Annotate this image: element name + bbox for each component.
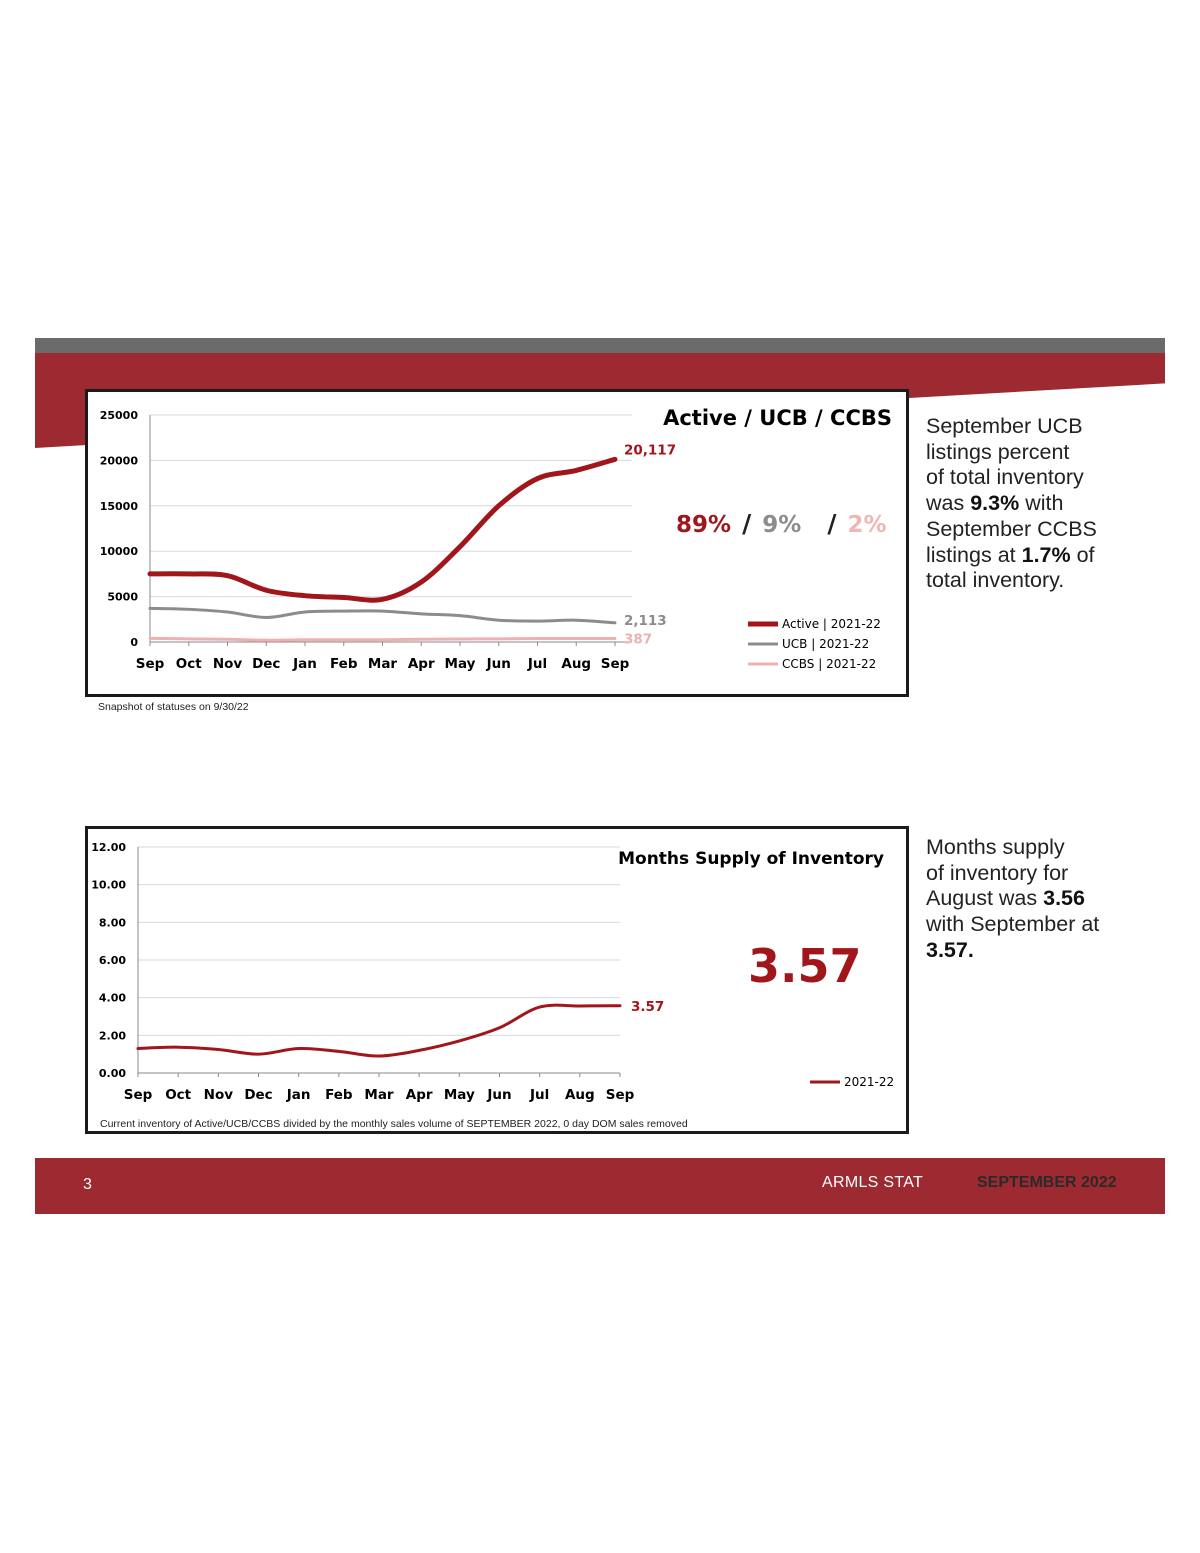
months-supply-chart: 12.00 10.00 8.00 6.00 4.00 2.00 0.00 Sep Oct Nov D… [85,826,909,1134]
september-supply-value: 3.57 [926,937,968,962]
x-tick-label: Jul [529,1087,549,1103]
y-tick-label: 0 [130,636,138,649]
y-tick-label: 10000 [100,545,139,558]
x-tick-label: Feb [330,656,358,672]
footer-period: SEPTEMBER 2022 [977,1174,1117,1191]
y-tick-label: 25000 [100,409,139,422]
y-tick-label: 5000 [107,591,138,604]
summary-line: listings percent [926,439,1070,464]
x-tick-label: Sep [601,656,630,672]
x-tick-label: Jun [486,1087,511,1103]
x-tick-label: Oct [165,1087,191,1103]
x-tick-label: Aug [565,1087,595,1103]
x-tick-label: Apr [408,656,435,672]
chart-note: Current inventory of Active/UCB/CCBS div… [100,1118,688,1130]
months-supply-plot: 12.00 10.00 8.00 6.00 4.00 2.00 0.00 Sep Oct Nov D… [91,841,894,1103]
x-tick-label: Sep [124,1087,153,1103]
x-tick-label: Oct [176,656,202,672]
legend-label: UCB | 2021-22 [782,637,869,651]
summary-line: of total inventory [926,465,1084,490]
summary-line: 3.57. [926,937,974,962]
series-line [148,606,617,625]
x-tick-label: Nov [213,656,243,672]
x-tick-label: Mar [368,656,398,672]
percent-breakdown: 89% / 9% / 2% [676,509,887,538]
x-tick-label: Mar [364,1087,394,1103]
y-tick-label: 20000 [100,454,139,467]
active-ucb-ccbs-plot: 25000 20000 15000 10000 5000 0 Sep Oct Nov Dec Jan… [100,409,881,672]
series-end-label: 387 [624,631,652,647]
x-tick-label: Jan [292,656,317,672]
legend-label: CCBS | 2021-22 [782,657,876,671]
ucb-percent: 9% [762,512,802,538]
current-months-supply: 3.57 [748,939,862,993]
x-tick-label: Dec [252,656,280,672]
x-tick-label: Feb [325,1087,353,1103]
active-ucb-ccbs-chart: 25000 20000 15000 10000 5000 0 Sep Oct Nov Dec Jan… [85,389,909,697]
x-tick-label: Dec [244,1087,272,1103]
series-line [148,636,617,642]
series-end-label: 3.57 [631,999,664,1015]
summary-line: August was 3.56 [926,886,1085,911]
x-tick-label: Sep [606,1087,635,1103]
x-tick-label: Sep [136,656,165,672]
summary-line: with September at [926,912,1100,937]
x-tick-label: May [444,1087,475,1103]
x-tick-label: Jun [486,656,511,672]
months-supply-summary-text: Months supply of inventory for August wa… [926,835,1126,964]
y-tick-label: 4.00 [99,992,126,1005]
x-tick-label: Aug [561,656,591,672]
series-end-label: 2,113 [624,613,667,629]
august-supply-value: 3.56 [1043,886,1085,911]
active-percent: 89% [676,512,732,538]
x-tick-label: Jan [286,1087,311,1103]
y-tick-label: 2.00 [99,1029,126,1042]
legend-label: Active | 2021-22 [782,617,881,631]
y-tick-label: 15000 [100,500,139,513]
summary-line: total inventory. [926,568,1065,593]
x-tick-label: Nov [204,1087,234,1103]
ccbs-percent: 2% [847,512,887,538]
series-end-label: 20,117 [624,442,676,458]
percent-separator: / [742,509,752,538]
x-tick-label: Apr [406,1087,433,1103]
chart-title: Months Supply of Inventory [618,849,884,869]
series-line [147,456,618,603]
page-footer: 3 ARMLS STAT SEPTEMBER 2022 [35,1158,1165,1214]
legend-label: 2021-22 [844,1075,894,1089]
y-tick-label: 0.00 [99,1067,126,1080]
summary-line: was 9.3% with [926,491,1064,516]
chart-note: Snapshot of statuses on 9/30/22 [98,701,249,713]
summary-line: of inventory for [926,860,1069,885]
y-tick-label: 6.00 [99,954,126,967]
chart-title: Active / UCB / CCBS [663,406,892,430]
y-tick-label: 12.00 [91,841,126,854]
x-tick-label: Jul [527,656,547,672]
ucb-percent-value: 9.3% [970,491,1020,516]
x-tick-label: May [445,656,476,672]
ucb-summary-text: September UCB listings percent of total … [926,414,1126,594]
footer-org: ARMLS STAT [822,1174,924,1191]
percent-separator: / [827,509,837,538]
summary-line: listings at 1.7% of [926,542,1095,567]
summary-line: September UCB [926,414,1083,438]
page-number: 3 [83,1176,92,1193]
series-line [136,1003,622,1058]
ccbs-percent-value: 1.7% [1021,542,1071,567]
summary-line: Months supply [926,835,1065,859]
header-band-gray [35,338,1165,354]
y-tick-label: 10.00 [91,879,126,892]
y-tick-label: 8.00 [99,916,126,929]
summary-line: September CCBS [926,516,1097,541]
